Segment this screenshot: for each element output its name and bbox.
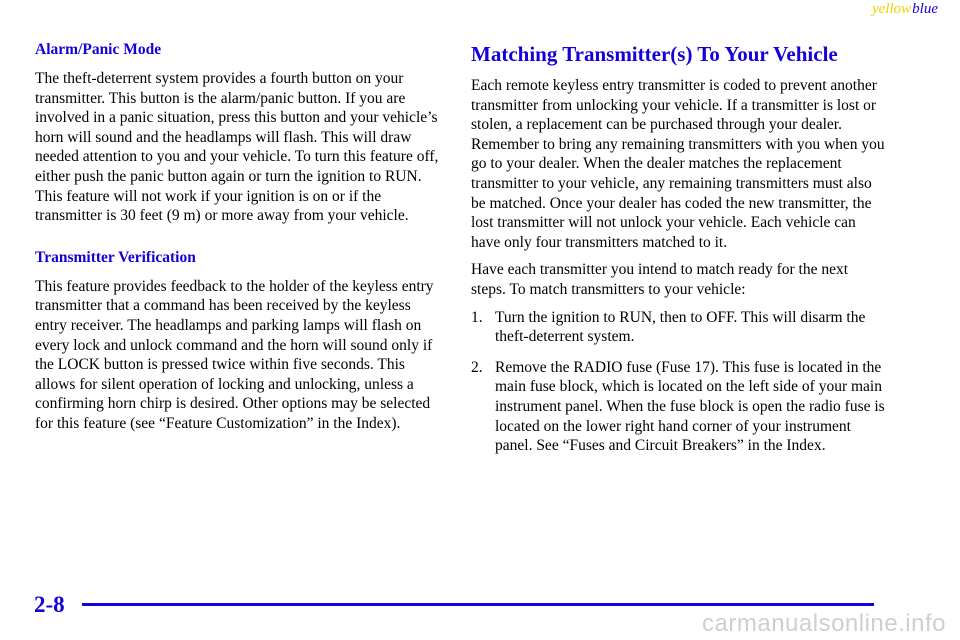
left-column: Alarm/Panic Mode The theft-deterrent sys… — [35, 40, 445, 442]
matching-steps-intro: Have each transmitter you intend to matc… — [471, 261, 849, 298]
footer-rule — [82, 603, 874, 606]
alarm-panic-text: The theft-deterrent system provides a fo… — [35, 70, 439, 225]
color-tag: yellowblue — [872, 0, 938, 18]
matching-transmitters-heading: Matching Transmitter(s) To Your Vehicle — [471, 42, 838, 66]
step-item: 2. Remove the RADIO fuse (Fuse 17). This… — [471, 358, 886, 456]
right-column: Matching Transmitter(s) To Your Vehicle … — [471, 40, 886, 467]
tag-blue: blue — [912, 1, 938, 17]
matching-intro-paragraph: Each remote keyless entry transmitter is… — [471, 77, 885, 251]
step-number: 2. — [471, 358, 483, 376]
watermark: carmanualsonline.info — [702, 610, 946, 637]
step-number: 1. — [471, 308, 483, 326]
alarm-panic-heading: Alarm/Panic Mode — [35, 41, 162, 58]
step-item: 1. Turn the ignition to RUN, then to OFF… — [471, 308, 886, 347]
steps-list: 1. Turn the ignition to RUN, then to OFF… — [471, 308, 886, 456]
tag-yellow: yellow — [872, 1, 912, 17]
step-text: Turn the ignition to RUN, then to OFF. T… — [495, 308, 866, 346]
transmitter-verification-heading: Transmitter Verification — [35, 248, 196, 266]
transmitter-verification-text: This feature provides feedback to the ho… — [35, 277, 434, 432]
step-text: Remove the RADIO fuse (Fuse 17). This fu… — [495, 358, 885, 455]
page-number: 2-8 — [34, 592, 65, 617]
